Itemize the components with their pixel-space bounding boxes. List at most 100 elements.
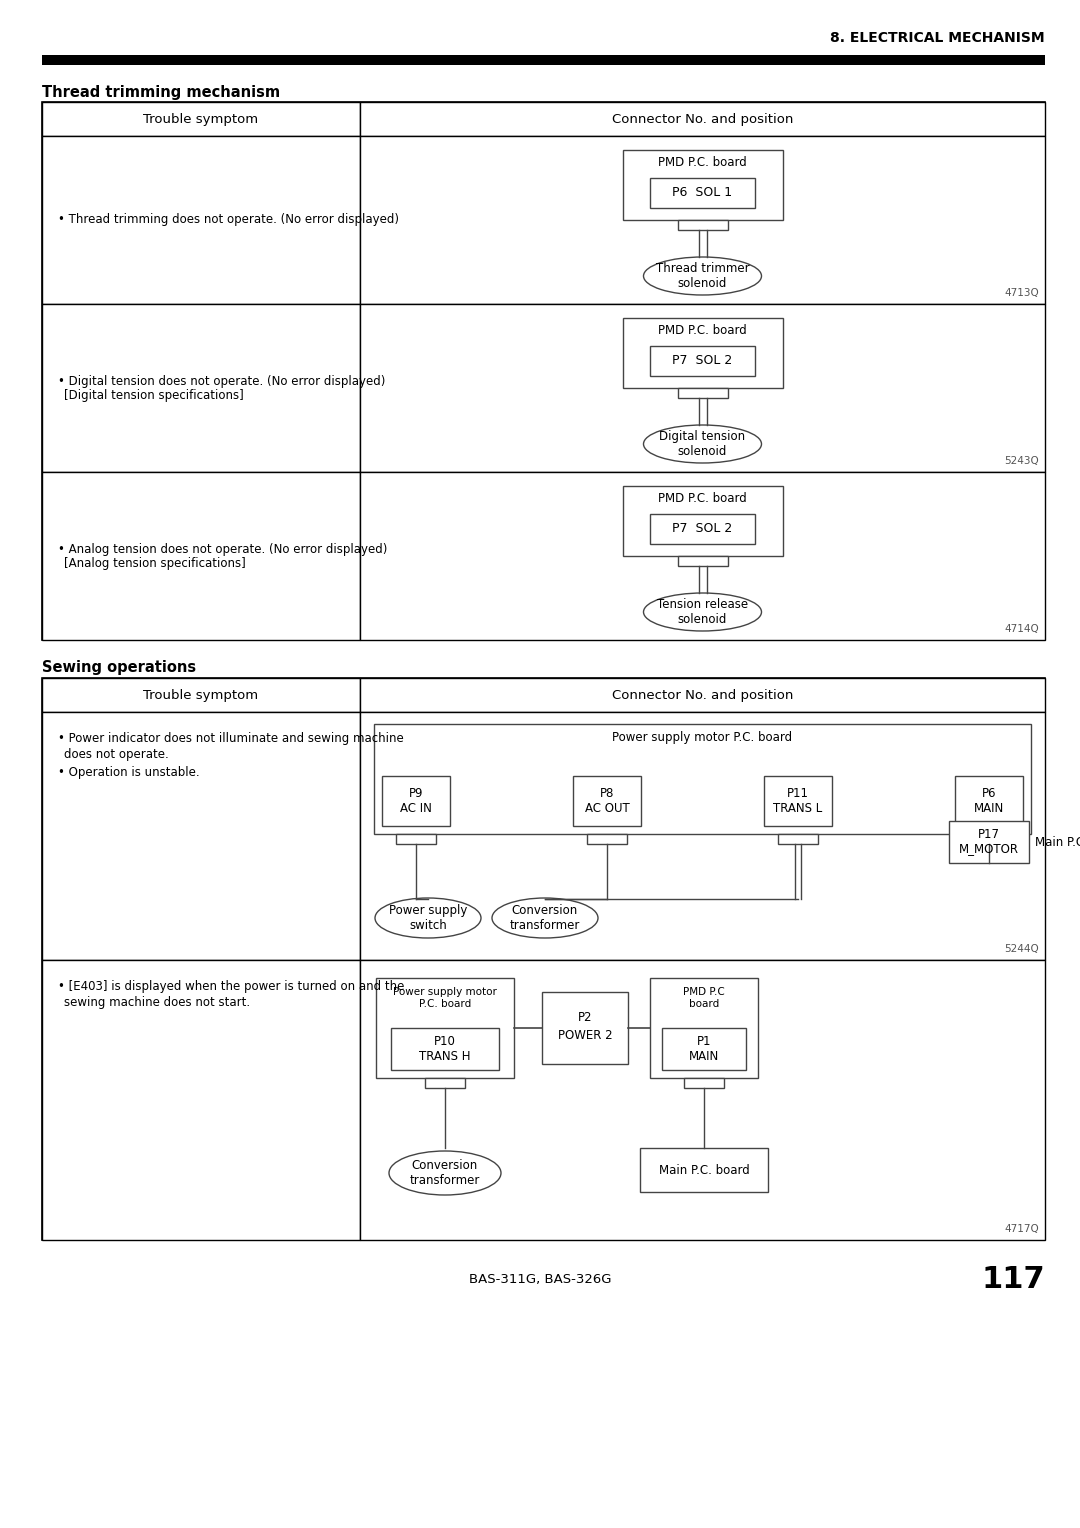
Bar — [391, 1028, 499, 1070]
Text: does not operate.: does not operate. — [64, 749, 168, 761]
Bar — [360, 960, 1045, 1241]
Text: Thread trimming mechanism: Thread trimming mechanism — [42, 86, 280, 99]
Text: sewing machine does not start.: sewing machine does not start. — [64, 996, 251, 1008]
Bar — [650, 978, 758, 1077]
Bar — [360, 102, 1045, 136]
Ellipse shape — [389, 1151, 501, 1195]
Text: P7  SOL 2: P7 SOL 2 — [673, 523, 732, 535]
Text: P2: P2 — [578, 1010, 592, 1024]
Text: P7  SOL 2: P7 SOL 2 — [673, 354, 732, 368]
Text: Connector No. and position: Connector No. and position — [611, 689, 793, 701]
Bar — [42, 472, 360, 640]
Text: 5243Q: 5243Q — [1004, 455, 1039, 466]
Text: POWER 2: POWER 2 — [557, 1028, 612, 1042]
Text: • Digital tension does not operate. (No error displayed): • Digital tension does not operate. (No … — [58, 376, 386, 388]
Text: • [E403] is displayed when the power is turned on and the: • [E403] is displayed when the power is … — [58, 979, 404, 993]
Text: 117: 117 — [982, 1265, 1045, 1294]
Bar — [588, 834, 627, 843]
Ellipse shape — [644, 257, 761, 295]
Text: Thread trimmer
solenoid: Thread trimmer solenoid — [656, 261, 750, 290]
Text: PMD P.C. board: PMD P.C. board — [658, 492, 747, 506]
Bar — [376, 978, 514, 1077]
Text: P6
MAIN: P6 MAIN — [974, 787, 1004, 814]
Bar — [955, 776, 1023, 827]
Bar — [684, 1077, 724, 1088]
Bar — [650, 513, 755, 544]
Text: M_MOTOR: M_MOTOR — [959, 842, 1020, 856]
Text: PMD P.C: PMD P.C — [684, 987, 725, 996]
Ellipse shape — [375, 898, 481, 938]
Text: Power supply
switch: Power supply switch — [389, 905, 468, 932]
Bar — [42, 102, 1045, 640]
Text: PMD P.C. board: PMD P.C. board — [658, 324, 747, 338]
Bar — [622, 150, 783, 220]
Text: 5244Q: 5244Q — [1004, 944, 1039, 953]
Text: P10
TRANS H: P10 TRANS H — [419, 1034, 471, 1063]
Bar — [42, 136, 360, 304]
Bar — [42, 304, 360, 472]
Bar — [542, 992, 627, 1063]
Bar — [360, 304, 1045, 472]
Bar — [622, 318, 783, 388]
Text: Conversion
transformer: Conversion transformer — [510, 905, 580, 932]
Text: P17: P17 — [978, 828, 1000, 842]
Text: Power supply motor P.C. board: Power supply motor P.C. board — [612, 732, 793, 744]
Ellipse shape — [644, 425, 761, 463]
Bar — [573, 776, 642, 827]
Text: 4714Q: 4714Q — [1004, 623, 1039, 634]
Text: 4713Q: 4713Q — [1004, 287, 1039, 298]
Text: Sewing operations: Sewing operations — [42, 660, 197, 675]
Text: 8. ELECTRICAL MECHANISM: 8. ELECTRICAL MECHANISM — [831, 31, 1045, 44]
Bar — [677, 220, 728, 231]
Bar — [650, 345, 755, 376]
Text: P9
AC IN: P9 AC IN — [400, 787, 432, 814]
Bar — [42, 678, 360, 712]
Bar — [396, 834, 436, 843]
Bar — [42, 678, 1045, 1241]
Bar — [382, 776, 450, 827]
Text: • Thread trimming does not operate. (No error displayed): • Thread trimming does not operate. (No … — [58, 214, 399, 226]
Text: Trouble symptom: Trouble symptom — [144, 689, 258, 701]
Text: • Power indicator does not illuminate and sewing machine: • Power indicator does not illuminate an… — [58, 732, 404, 746]
Bar — [778, 834, 818, 843]
Bar — [426, 1077, 465, 1088]
Ellipse shape — [492, 898, 598, 938]
Bar — [42, 102, 360, 136]
Bar — [42, 55, 1045, 66]
Text: Power supply motor: Power supply motor — [393, 987, 497, 996]
Text: [Analog tension specifications]: [Analog tension specifications] — [64, 558, 246, 570]
Text: BAS-311G, BAS-326G: BAS-311G, BAS-326G — [469, 1273, 611, 1287]
Text: P.C. board: P.C. board — [419, 999, 471, 1008]
Text: Main P.C. board: Main P.C. board — [1035, 836, 1080, 848]
Bar — [650, 177, 755, 208]
Bar — [969, 834, 1009, 843]
Text: 4717Q: 4717Q — [1004, 1224, 1039, 1235]
Text: PMD P.C. board: PMD P.C. board — [658, 156, 747, 170]
Text: Trouble symptom: Trouble symptom — [144, 113, 258, 125]
Bar — [374, 724, 1031, 834]
Text: P8
AC OUT: P8 AC OUT — [584, 787, 630, 814]
Bar — [622, 486, 783, 556]
Bar — [360, 472, 1045, 640]
Text: Tension release
solenoid: Tension release solenoid — [657, 597, 748, 626]
Bar — [42, 712, 360, 960]
Text: Main P.C. board: Main P.C. board — [659, 1163, 750, 1177]
Bar — [677, 388, 728, 397]
Bar — [360, 678, 1045, 712]
Bar — [764, 776, 832, 827]
Text: Connector No. and position: Connector No. and position — [611, 113, 793, 125]
Text: Conversion
transformer: Conversion transformer — [409, 1160, 481, 1187]
Bar — [677, 556, 728, 565]
Ellipse shape — [644, 593, 761, 631]
Bar — [949, 821, 1029, 863]
Bar — [360, 136, 1045, 304]
Bar — [662, 1028, 746, 1070]
Text: • Analog tension does not operate. (No error displayed): • Analog tension does not operate. (No e… — [58, 544, 388, 556]
Bar — [42, 960, 360, 1241]
Bar — [640, 1148, 768, 1192]
Text: board: board — [689, 999, 719, 1008]
Text: • Operation is unstable.: • Operation is unstable. — [58, 766, 200, 779]
Text: P6  SOL 1: P6 SOL 1 — [673, 186, 732, 200]
Bar — [360, 712, 1045, 960]
Text: P11
TRANS L: P11 TRANS L — [773, 787, 823, 814]
